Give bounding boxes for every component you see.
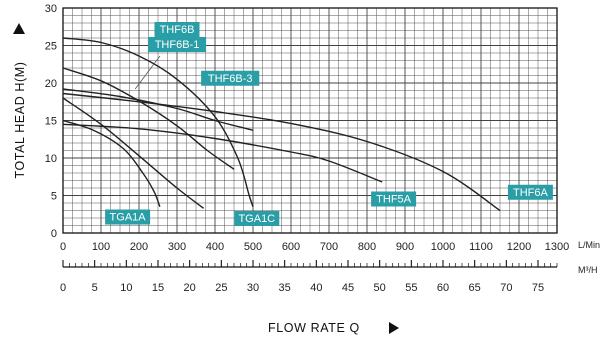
- secondary-x-axis: 0 5 10 15 20 25 30 35 40 45 50 55 60 65 70 75: [60, 260, 558, 294]
- curve-labels: THF6B THF6B-1 THF6B-3 TGA1A TGA1C THF5A THF6A: [105, 22, 553, 226]
- label-box: [201, 70, 260, 86]
- x-unit-primary: L/Min: [578, 240, 600, 250]
- chart-grid: [62, 7, 558, 234]
- curve-tga1c: [62, 97, 205, 209]
- curve-thf5a: [62, 123, 383, 183]
- x2-tick-label: 60: [437, 282, 449, 294]
- x-tick-label: 800: [358, 241, 376, 253]
- label-thf6b-3: THF6B-3: [201, 70, 260, 86]
- curve-thf6b-3: [62, 88, 254, 131]
- x-tick-label: 500: [244, 241, 262, 253]
- x-tick-label: 600: [282, 241, 300, 253]
- x2-tick-label: 20: [184, 282, 196, 294]
- curve-thf6b: [62, 37, 254, 208]
- label-thf6b-1: THF6B-1: [147, 37, 207, 52]
- curve-thf6a: [62, 92, 501, 212]
- x2-tick-label: 15: [152, 282, 164, 294]
- label-box: [154, 22, 200, 37]
- pump-curves: [62, 37, 501, 212]
- label-text: THF6B: [160, 24, 195, 36]
- x2-tick-label: 70: [500, 282, 512, 294]
- x-tick-label: 300: [168, 241, 186, 253]
- y-tick-label: 20: [45, 78, 57, 90]
- label-thf5a: THF5A: [371, 191, 417, 207]
- x-tick-label: 700: [320, 241, 338, 253]
- label-box: [371, 191, 417, 207]
- x2-tick-label: 0: [60, 282, 66, 294]
- x-axis-title: FLOW RATE Q: [268, 321, 360, 335]
- label-tga1c: TGA1C: [234, 211, 280, 226]
- y-tick-label: 25: [45, 41, 57, 53]
- x2-tick-label: 55: [405, 282, 417, 294]
- label-text: THF6B-1: [155, 39, 200, 51]
- x2-tick-label: 45: [342, 282, 354, 294]
- label-thf6a: THF6A: [507, 184, 553, 200]
- label-leaders: [134, 55, 161, 90]
- y-tick-label: 5: [51, 191, 57, 203]
- curve-thf6b-1: [62, 67, 235, 170]
- label-box: [147, 37, 207, 52]
- x2-tick-label: 5: [92, 282, 98, 294]
- label-tga1a: TGA1A: [105, 209, 151, 225]
- x2-tick-label: 65: [469, 282, 481, 294]
- x2-tick-label: 30: [247, 282, 259, 294]
- y-tick-label: 0: [51, 228, 57, 240]
- y-tick-labels: 0 5 10 15 20 25 30: [45, 3, 57, 240]
- x-tick-label: 0: [60, 241, 66, 253]
- label-text: THF6A: [513, 187, 549, 199]
- leader-thf6b-1: [134, 55, 161, 90]
- y-axis-arrow-icon: [13, 23, 25, 34]
- curve-tga1a: [62, 119, 161, 208]
- x-tick-label: 1300: [545, 241, 569, 253]
- label-thf6b: THF6B: [154, 22, 200, 37]
- x2-tick-label: 50: [374, 282, 386, 294]
- y-tick-label: 10: [45, 153, 57, 165]
- label-box: [234, 211, 280, 226]
- label-text: THF5A: [376, 194, 412, 206]
- x2-tick-label: 75: [532, 282, 544, 294]
- x-tick-label: 1200: [507, 241, 531, 253]
- y-tick-label: 30: [45, 3, 57, 15]
- x2-tick-label: 40: [310, 282, 322, 294]
- x-tick-label: 200: [130, 241, 148, 253]
- x-tick-label: 1100: [469, 241, 493, 253]
- label-text: THF6B-3: [208, 73, 253, 85]
- y-axis-title: TOTAL HEAD H(M): [13, 61, 27, 178]
- x2-tick-label: 25: [215, 282, 227, 294]
- x-tick-label: 400: [206, 241, 224, 253]
- y-tick-label: 15: [45, 116, 57, 128]
- x2-tick-label: 10: [120, 282, 132, 294]
- label-box: [105, 209, 151, 225]
- x-axis-arrow-icon: [389, 322, 399, 334]
- x-tick-labels: 0 100 200 300 400 500 600 700 800 900 1000 1100 1200…: [60, 241, 569, 253]
- label-text: TGA1C: [238, 213, 275, 225]
- x-unit-secondary: M³/H: [578, 265, 598, 275]
- x-tick-label: 100: [92, 241, 110, 253]
- x2-tick-label: 35: [279, 282, 291, 294]
- label-box: [507, 184, 553, 200]
- x-tick-label: 1000: [431, 241, 455, 253]
- x-tick-label: 900: [396, 241, 414, 253]
- label-text: TGA1A: [110, 212, 147, 224]
